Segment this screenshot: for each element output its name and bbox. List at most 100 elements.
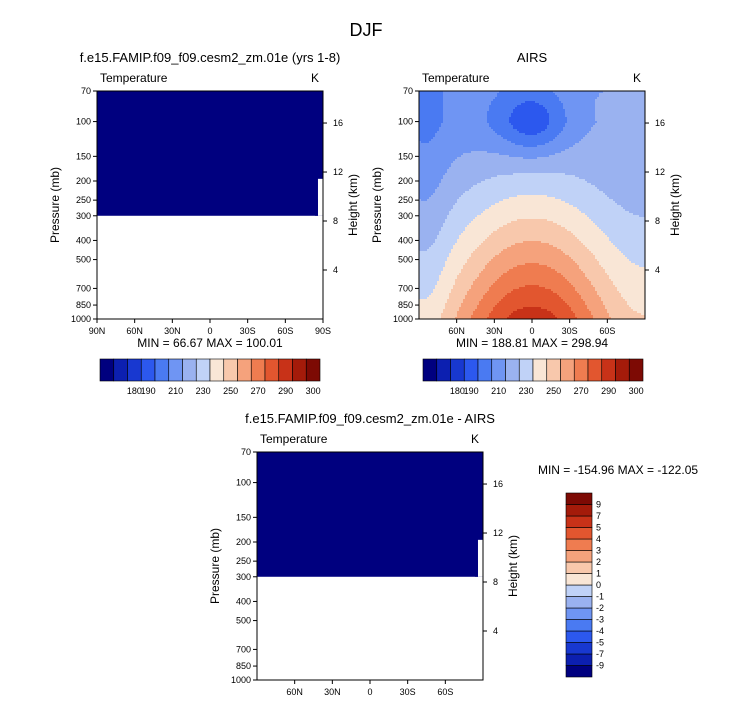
field-cell: [505, 163, 508, 166]
field-cell: [635, 123, 638, 126]
field-cell: [639, 105, 642, 108]
field-cell: [637, 159, 640, 162]
field-cell: [563, 133, 566, 136]
field-cell: [445, 165, 448, 168]
field-cell: [573, 127, 576, 130]
field-cell: [615, 155, 618, 158]
field-cell: [577, 169, 580, 172]
field-cell: [429, 103, 432, 106]
field-cell: [493, 123, 496, 126]
field-cell: [523, 161, 526, 164]
field-cell: [555, 163, 558, 166]
field-cell: [599, 147, 602, 150]
field-cell: [519, 171, 522, 174]
field-cell: [525, 121, 528, 124]
field-cell: [637, 115, 640, 118]
field-cell: [439, 129, 442, 132]
field-cell: [469, 155, 472, 158]
field-cell: [459, 157, 462, 160]
field-cell: [447, 161, 450, 164]
field-cell: [491, 91, 494, 94]
field-cell: [635, 119, 638, 122]
field-cell: [617, 141, 620, 144]
field-cell: [423, 159, 426, 162]
field-cell: [599, 153, 602, 156]
field-cell: [557, 117, 560, 120]
field-cell: [589, 153, 592, 156]
field-cell: [495, 167, 498, 170]
field-cell: [425, 105, 428, 108]
field-cell: [605, 155, 608, 158]
field-cell: [467, 95, 470, 98]
field-cell: [465, 143, 468, 146]
field-cell: [531, 119, 534, 122]
field-cell: [439, 163, 442, 166]
field-cell: [523, 155, 526, 158]
field-cell: [557, 105, 560, 108]
field-cell: [449, 153, 452, 156]
field-cell: [607, 147, 610, 150]
field-cell: [445, 101, 448, 104]
field-cell: [537, 121, 540, 124]
field-cell: [577, 115, 580, 118]
field-cell: [505, 171, 508, 174]
field-cell: [459, 121, 462, 124]
field-cell: [527, 125, 530, 128]
field-cell: [639, 113, 642, 116]
field-cell: [627, 107, 630, 110]
field-cell: [619, 117, 622, 120]
field-cell: [425, 123, 428, 126]
field-cell: [643, 145, 645, 148]
field-cell: [613, 117, 616, 120]
field-cell: [419, 141, 422, 144]
field-cell: [635, 157, 638, 160]
field-cell: [607, 155, 610, 158]
field-cell: [609, 175, 612, 178]
field-cell: [473, 121, 476, 124]
field-cell: [553, 125, 556, 128]
field-cell: [449, 121, 452, 124]
field-cell: [447, 91, 450, 94]
field-cell: [471, 111, 474, 114]
field-cell: [551, 119, 554, 122]
field-cell: [635, 103, 638, 106]
field-cell: [491, 135, 494, 138]
field-cell: [481, 119, 484, 122]
field-cell: [511, 151, 514, 154]
field-cell: [489, 165, 492, 168]
field-cell: [597, 125, 600, 128]
field-cell: [633, 91, 636, 94]
field-cell: [569, 95, 572, 98]
field-cell: [549, 175, 552, 178]
field-cell: [455, 105, 458, 108]
field-cell: [491, 171, 494, 174]
field-cell: [473, 153, 476, 156]
field-cell: [611, 151, 614, 154]
x-tick-label: 90N: [89, 326, 106, 336]
field-cell: [525, 115, 528, 118]
field-cell: [627, 145, 630, 148]
field-cell: [595, 131, 598, 134]
field-cell: [579, 139, 582, 142]
field-cell: [559, 119, 562, 122]
field-cell: [587, 111, 590, 114]
field-cell: [421, 167, 424, 170]
right-tick-label: 12: [333, 167, 343, 177]
field-cell: [567, 105, 570, 108]
field-cell: [441, 145, 444, 148]
field-cell: [625, 175, 628, 178]
field-cell: [619, 137, 622, 140]
field-cell: [541, 119, 544, 122]
field-cell: [485, 121, 488, 124]
field-cell: [599, 169, 602, 172]
field-cell: [565, 143, 568, 146]
field-cell: [571, 165, 574, 168]
field-cell: [437, 155, 440, 158]
field-cell: [503, 93, 506, 96]
field-cell: [621, 139, 624, 142]
field-cell: [515, 169, 518, 172]
field-cell: [625, 149, 628, 152]
field-cell: [445, 161, 448, 164]
field-cell: [425, 141, 428, 144]
field-cell: [469, 103, 472, 106]
